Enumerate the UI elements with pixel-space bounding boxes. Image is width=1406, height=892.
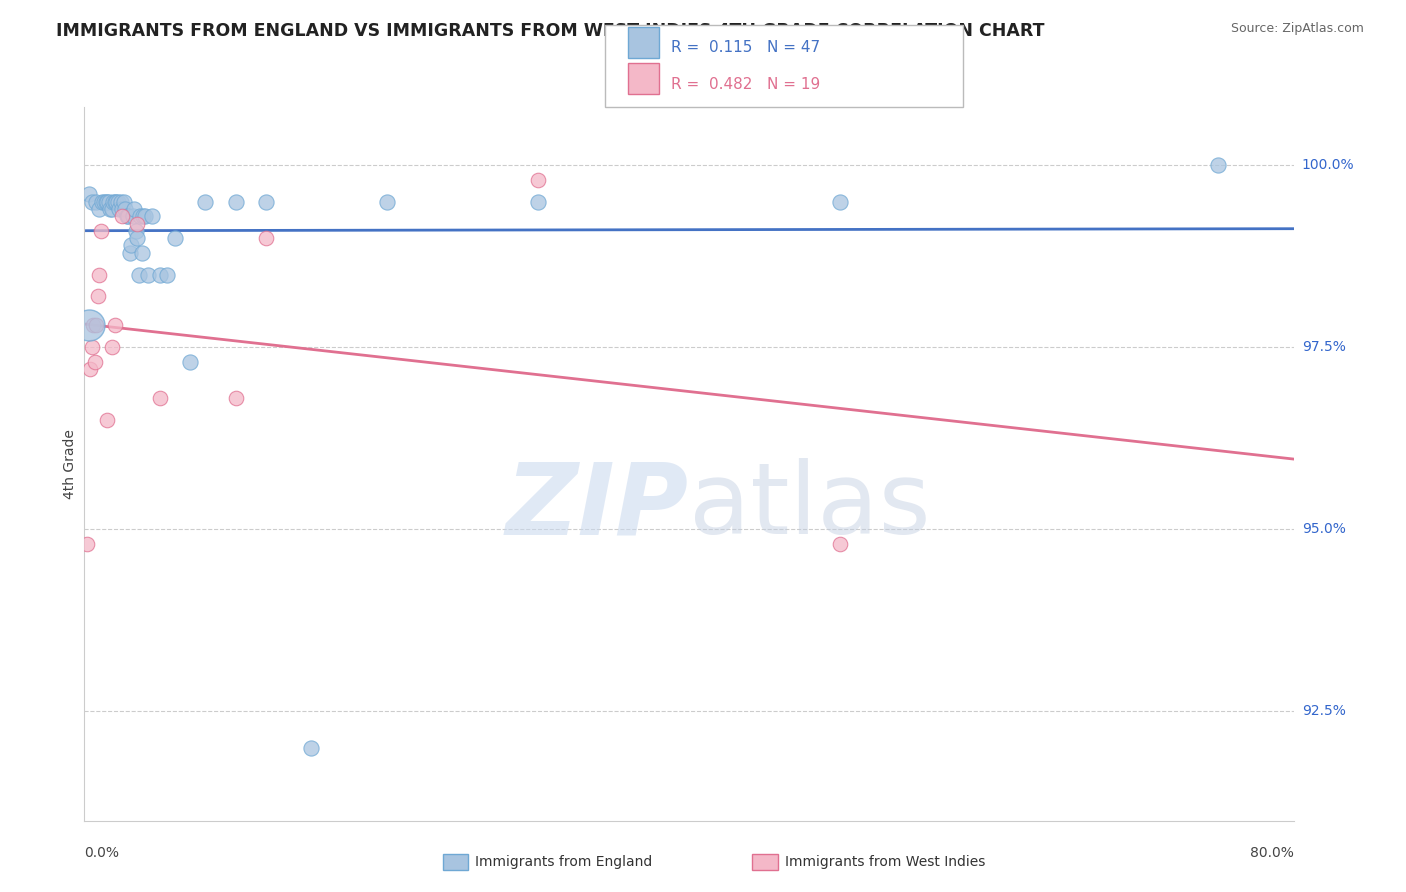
Point	[225, 392, 247, 406]
Point	[141, 209, 163, 223]
Point	[121, 209, 143, 223]
Point	[97, 194, 120, 209]
Point	[128, 268, 150, 282]
Point	[375, 194, 398, 209]
Point	[1206, 158, 1229, 172]
Point	[299, 740, 322, 755]
Point	[107, 194, 129, 209]
Text: 95.0%: 95.0%	[1302, 523, 1346, 536]
Point	[111, 202, 134, 216]
Point	[830, 537, 852, 551]
Point	[98, 202, 121, 216]
Point	[110, 194, 132, 209]
Point	[76, 537, 98, 551]
Point	[194, 194, 217, 209]
Point	[105, 194, 128, 209]
Text: Immigrants from West Indies: Immigrants from West Indies	[785, 855, 986, 869]
Text: atlas: atlas	[689, 458, 931, 555]
Point	[108, 202, 131, 216]
Point	[77, 187, 100, 202]
Text: 97.5%: 97.5%	[1302, 341, 1346, 354]
Point	[91, 194, 114, 209]
Point	[149, 268, 172, 282]
Point	[100, 340, 122, 354]
Point	[87, 289, 110, 303]
Point	[100, 202, 122, 216]
Text: 80.0%: 80.0%	[1250, 846, 1294, 860]
Text: R =  0.482   N = 19: R = 0.482 N = 19	[671, 77, 820, 92]
Point	[830, 194, 852, 209]
Point	[129, 209, 152, 223]
Point	[90, 224, 112, 238]
Point	[117, 209, 139, 223]
Point	[118, 245, 141, 260]
Point	[104, 318, 127, 333]
Point	[134, 209, 156, 223]
Point	[89, 202, 111, 216]
Point	[114, 202, 136, 216]
Text: Immigrants from England: Immigrants from England	[475, 855, 652, 869]
Text: R =  0.115   N = 47: R = 0.115 N = 47	[671, 40, 820, 55]
Point	[136, 268, 159, 282]
Point	[254, 231, 277, 245]
Point	[122, 202, 145, 216]
Point	[94, 194, 117, 209]
Text: ZIP: ZIP	[506, 458, 689, 555]
Text: IMMIGRANTS FROM ENGLAND VS IMMIGRANTS FROM WEST INDIES 4TH GRADE CORRELATION CHA: IMMIGRANTS FROM ENGLAND VS IMMIGRANTS FR…	[56, 22, 1045, 40]
Point	[225, 194, 247, 209]
Text: Source: ZipAtlas.com: Source: ZipAtlas.com	[1230, 22, 1364, 36]
Point	[149, 392, 172, 406]
Point	[527, 194, 550, 209]
Point	[120, 238, 142, 252]
Point	[80, 194, 103, 209]
Point	[527, 173, 550, 187]
Point	[93, 194, 115, 209]
Point	[89, 268, 111, 282]
Point	[104, 194, 127, 209]
Point	[86, 194, 108, 209]
Point	[79, 362, 101, 376]
Point	[84, 355, 107, 369]
Text: 92.5%: 92.5%	[1302, 705, 1346, 718]
Point	[86, 318, 108, 333]
Point	[101, 194, 124, 209]
Text: 0.0%: 0.0%	[84, 846, 120, 860]
Point	[77, 318, 100, 333]
Point	[82, 318, 104, 333]
Point	[132, 209, 155, 223]
Point	[131, 245, 153, 260]
Point	[156, 268, 179, 282]
Point	[179, 355, 201, 369]
Text: 100.0%: 100.0%	[1302, 158, 1354, 172]
Point	[127, 217, 149, 231]
Point	[125, 224, 148, 238]
Point	[165, 231, 187, 245]
Point	[112, 194, 135, 209]
Point	[254, 194, 277, 209]
Point	[115, 209, 138, 223]
Point	[80, 340, 103, 354]
Point	[96, 194, 118, 209]
Point	[127, 231, 149, 245]
Y-axis label: 4th Grade: 4th Grade	[63, 429, 77, 499]
Point	[111, 209, 134, 223]
Point	[96, 413, 118, 427]
